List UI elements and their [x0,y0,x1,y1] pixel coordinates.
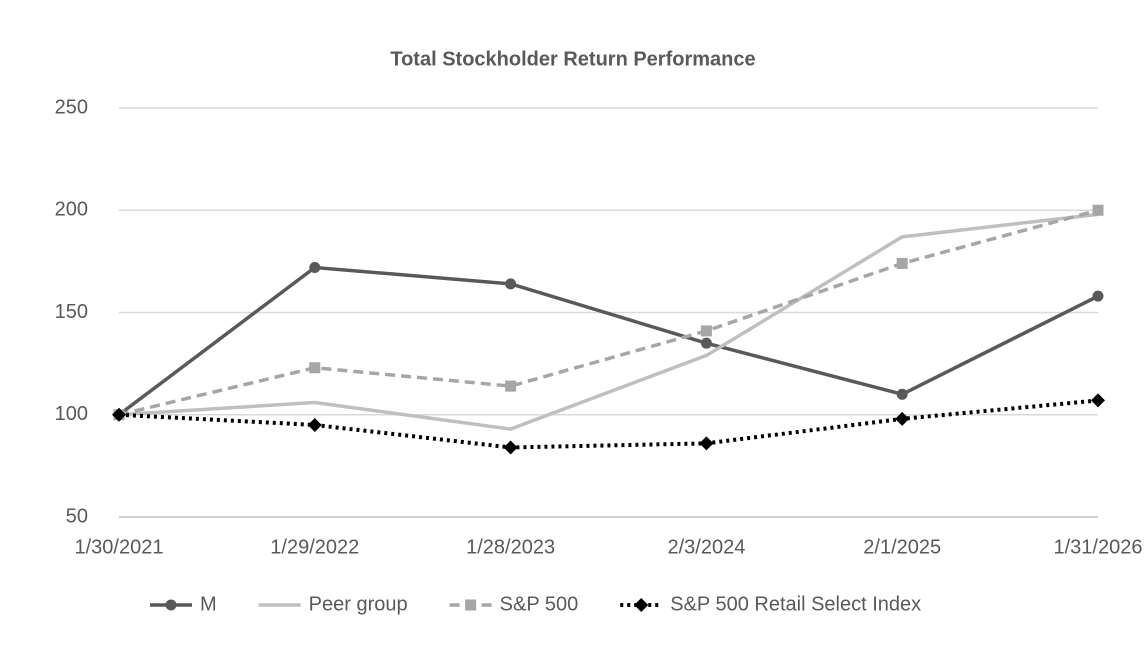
point [112,407,126,422]
legend-label: S&P 500 [500,593,579,615]
x-tick-label: 1/28/2023 [466,536,555,558]
y-tick-label: 200 [55,199,88,221]
point [309,362,321,374]
point [700,337,712,349]
legend-item: M [150,593,217,615]
x-tick-label: 2/3/2024 [667,536,745,558]
point [1092,290,1104,302]
series-line [117,265,1099,417]
point [505,380,517,392]
y-tick-label: 50 [66,505,88,527]
point [896,257,908,269]
series-line [118,212,1099,431]
y-tick-label: 150 [55,301,88,323]
point [634,598,649,612]
y-tick-label: 250 [55,96,88,118]
point [896,388,908,400]
point [700,325,712,337]
x-tick-label: 1/29/2022 [270,536,359,558]
point [505,278,517,290]
point [465,599,477,611]
legend-label: S&P 500 Retail Select Index [670,593,921,615]
legend-label: M [200,593,217,615]
series-line [118,398,1099,450]
point [699,436,714,451]
legend-label: Peer group [309,593,408,615]
x-tick-label: 1/31/2026 [1054,536,1143,558]
point [309,262,321,274]
y-tick-label: 100 [55,403,88,425]
legend-item: S&P 500 Retail Select Index [620,593,921,615]
chart-title: Total Stockholder Return Performance [390,48,755,70]
point [895,411,910,426]
point [503,440,518,455]
point [307,417,322,432]
x-tick-label: 1/30/2021 [75,536,164,558]
point [1092,204,1104,216]
series-line [118,208,1099,417]
point [1091,393,1105,408]
point [165,599,177,611]
legend-item: Peer group [258,593,408,615]
legend-item: S&P 500 [449,593,579,615]
x-tick-label: 2/1/2025 [863,536,941,558]
